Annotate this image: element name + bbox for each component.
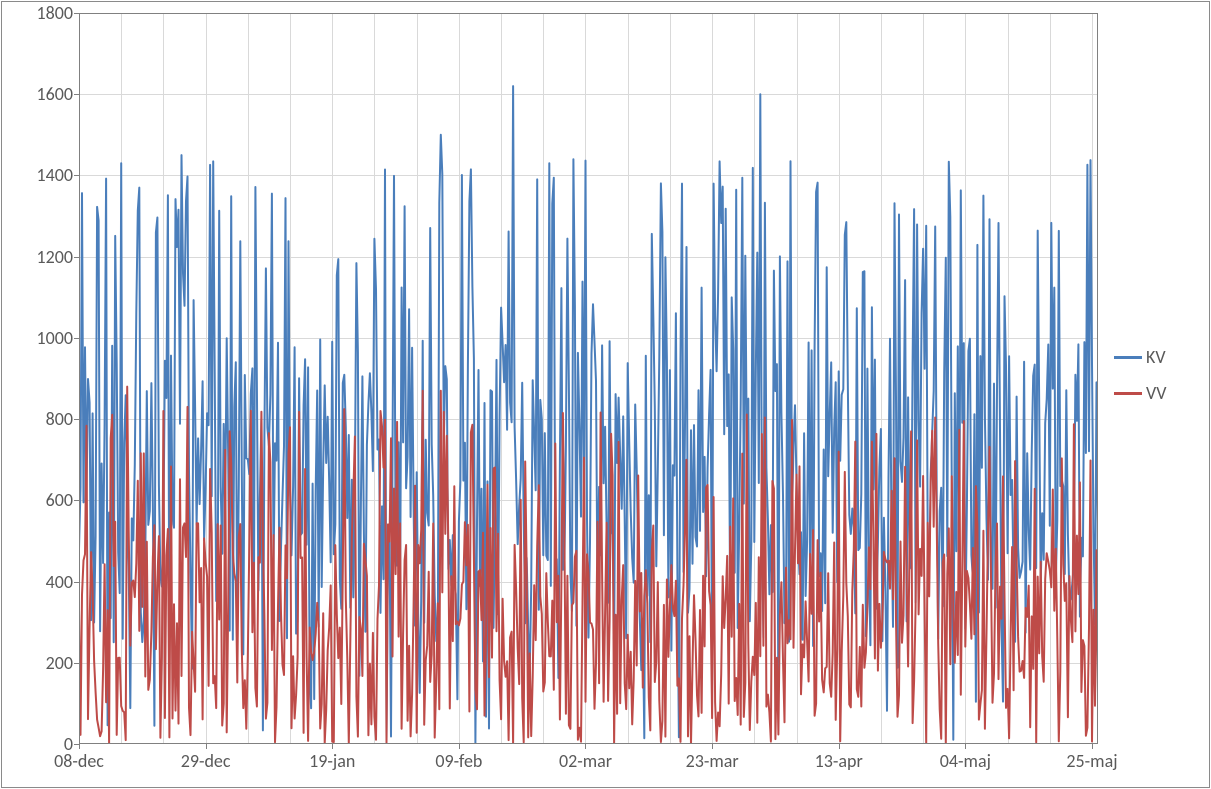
y-tick-label: 1400 xyxy=(37,164,74,186)
plot-border xyxy=(79,13,1098,744)
y-tick-mark xyxy=(74,338,79,339)
x-tick-label: 13-apr xyxy=(815,750,863,772)
plot-area: 020040060080010001200140016001800 08-dec… xyxy=(79,13,1098,744)
y-tick-label: 1200 xyxy=(37,246,74,268)
legend-label: KV xyxy=(1146,346,1166,368)
y-tick-mark xyxy=(74,419,79,420)
legend-item-vv: VV xyxy=(1114,382,1167,404)
y-tick-label: 1000 xyxy=(37,327,74,349)
x-tick-mark xyxy=(79,744,80,749)
y-tick-label: 800 xyxy=(46,408,73,430)
y-tick-mark xyxy=(74,500,79,501)
legend-item-kv: KV xyxy=(1114,346,1167,368)
y-tick-label: 400 xyxy=(46,571,73,593)
x-tick-label: 23-mar xyxy=(686,750,739,772)
y-tick-mark xyxy=(74,663,79,664)
x-tick-mark xyxy=(332,744,333,749)
x-tick-label: 09-feb xyxy=(435,750,482,772)
y-tick-label: 600 xyxy=(46,489,73,511)
x-tick-mark xyxy=(459,744,460,749)
x-tick-mark xyxy=(712,744,713,749)
x-tick-mark xyxy=(585,744,586,749)
legend-swatch xyxy=(1114,356,1142,359)
x-tick-label: 29-dec xyxy=(181,750,231,772)
x-tick-label: 08-dec xyxy=(54,750,104,772)
y-tick-label: 1600 xyxy=(37,83,74,105)
x-tick-mark xyxy=(1092,744,1093,749)
x-tick-mark xyxy=(965,744,966,749)
x-tick-mark xyxy=(839,744,840,749)
legend-label: VV xyxy=(1146,382,1167,404)
x-tick-label: 04-maj xyxy=(940,750,991,772)
y-tick-mark xyxy=(74,257,79,258)
y-tick-mark xyxy=(74,94,79,95)
y-tick-mark xyxy=(74,13,79,14)
x-tick-label: 02-mar xyxy=(559,750,612,772)
y-tick-mark xyxy=(74,582,79,583)
legend: KV VV xyxy=(1114,346,1167,404)
x-tick-label: 25-maj xyxy=(1066,750,1117,772)
y-tick-label: 1800 xyxy=(37,2,74,24)
chart-container: 020040060080010001200140016001800 08-dec… xyxy=(0,0,1211,789)
x-tick-mark xyxy=(206,744,207,749)
y-tick-label: 200 xyxy=(46,652,73,674)
legend-swatch xyxy=(1114,392,1142,395)
x-tick-label: 19-jan xyxy=(309,750,355,772)
y-tick-mark xyxy=(74,175,79,176)
